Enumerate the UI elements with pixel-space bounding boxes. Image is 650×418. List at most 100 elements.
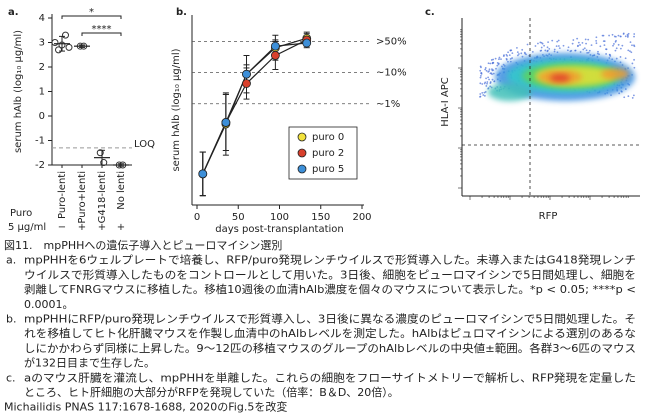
- density-dot: [485, 69, 488, 72]
- density-dot: [503, 54, 505, 56]
- density-dot: [626, 36, 629, 38]
- density-dot: [553, 48, 556, 51]
- caption-line: 0.0001。: [24, 298, 74, 311]
- density-dot: [620, 90, 623, 93]
- x-tick-label: Puro-lenti: [57, 171, 68, 219]
- dose-label: 5 μg/ml: [8, 222, 46, 233]
- density-dot: [556, 51, 559, 54]
- density-level: [488, 83, 532, 101]
- density-dot: [491, 69, 494, 72]
- density-dot: [500, 58, 502, 61]
- density-dot: [487, 87, 490, 89]
- data-point: [302, 38, 312, 48]
- density-dot: [572, 39, 575, 41]
- density-dot: [546, 46, 549, 49]
- density-dot: [583, 47, 586, 50]
- density-dot: [553, 50, 556, 53]
- density-dot: [485, 85, 488, 87]
- density-dot: [631, 97, 634, 99]
- density-level: [601, 68, 629, 80]
- density-dot: [587, 51, 590, 54]
- density-dot: [605, 53, 607, 55]
- panel-label: c.: [425, 7, 435, 18]
- y-tick-label: 2: [39, 62, 45, 73]
- density-dot: [496, 62, 499, 64]
- density-dot: [488, 68, 491, 71]
- x-tick-label: 200: [352, 212, 371, 223]
- density-dot: [599, 45, 602, 48]
- density-dot: [603, 44, 606, 47]
- density-dot: [494, 57, 497, 60]
- treatment-sign: +: [98, 222, 106, 233]
- x-tick-label: 100: [270, 212, 289, 223]
- density-dot: [539, 50, 542, 52]
- density-dot: [543, 44, 545, 47]
- density-dot: [633, 33, 636, 35]
- density-dot: [487, 76, 490, 79]
- density-dot: [585, 42, 587, 45]
- density-dot: [507, 60, 509, 63]
- legend-marker: [297, 148, 307, 158]
- density-dot: [614, 41, 617, 43]
- density-dot: [479, 93, 482, 95]
- density-dot: [626, 33, 629, 36]
- density-dot: [484, 91, 487, 93]
- density-dot: [627, 49, 630, 52]
- density-dot: [608, 34, 610, 37]
- density-dot: [508, 54, 511, 57]
- density-dot: [540, 46, 543, 49]
- treatment-sign: +: [117, 222, 125, 233]
- density-dot: [614, 49, 617, 52]
- density-dot: [498, 58, 500, 61]
- density-dot: [479, 82, 482, 85]
- density-cloud: [479, 32, 636, 101]
- significance-label: ****: [92, 24, 112, 35]
- density-dot: [493, 80, 496, 83]
- density-dot: [531, 50, 534, 53]
- significance-label: *: [89, 7, 94, 18]
- caption-line: ウイルスで形質導入したものをコントロールとして用いた。3日後、細胞をピューロマイ…: [24, 267, 636, 281]
- density-dot: [489, 72, 492, 75]
- density-dot: [567, 46, 570, 49]
- density-dot: [585, 49, 588, 52]
- density-dot: [541, 42, 544, 45]
- data-point: [62, 31, 69, 39]
- x-tick-label: 150: [311, 212, 330, 223]
- density-dot: [577, 41, 580, 44]
- density-dot: [479, 69, 482, 72]
- density-dot: [618, 92, 621, 95]
- data-point: [270, 51, 280, 60]
- density-dot: [511, 52, 514, 55]
- density-dot: [496, 64, 499, 67]
- density-dot: [569, 50, 572, 53]
- caption-line: しにかかわらず同様に上昇した。9〜12匹の移植マウスのグループのhAlbレベルの…: [24, 341, 636, 355]
- density-dot: [479, 74, 482, 77]
- density-dot: [551, 39, 554, 42]
- density-dot: [603, 40, 606, 43]
- density-dot: [483, 82, 486, 85]
- density-dot: [479, 95, 482, 98]
- density-dot: [595, 36, 598, 39]
- panel-label: b.: [176, 7, 187, 18]
- ref-line-label: ~10%: [376, 68, 407, 79]
- y-tick-label: 0: [39, 111, 45, 122]
- density-dot: [601, 34, 604, 37]
- density-dot: [557, 39, 560, 42]
- legend-marker: [297, 164, 307, 174]
- density-dot: [497, 63, 500, 66]
- density-dot: [480, 66, 482, 69]
- caption-item-label: b.: [6, 313, 16, 326]
- density-dot: [537, 42, 539, 45]
- legend-label: puro 2: [312, 148, 344, 159]
- density-dot: [486, 81, 489, 83]
- density-dot: [507, 51, 509, 54]
- density-dot: [624, 57, 627, 60]
- density-dot: [587, 38, 590, 41]
- density-dot: [615, 35, 617, 38]
- density-dot: [579, 51, 582, 53]
- density-dot: [488, 78, 490, 81]
- density-dot: [631, 62, 634, 65]
- density-dot: [521, 48, 524, 51]
- y-tick-label: 3: [39, 38, 45, 49]
- density-dot: [611, 33, 614, 36]
